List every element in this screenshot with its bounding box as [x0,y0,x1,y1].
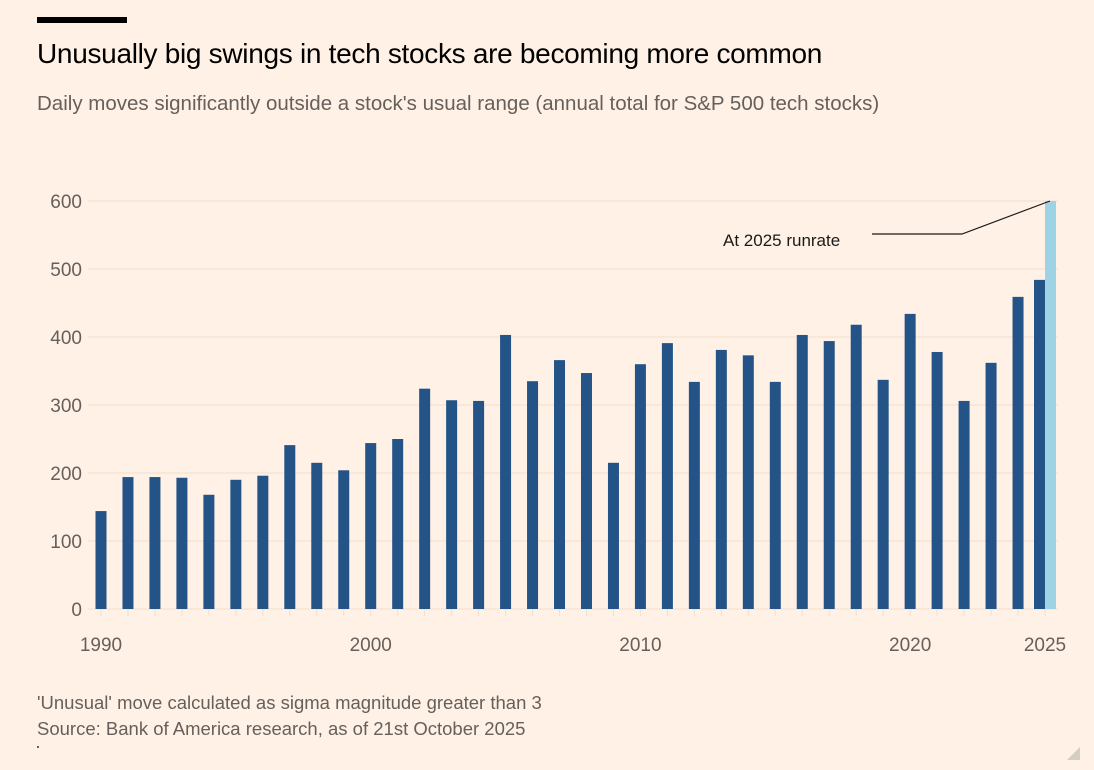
bar-chart: 0 100 200 300 400 500 600 1990 2000 2010 2020 2025… [50,192,1066,656]
bar-1998 [311,462,323,609]
bar-1996 [257,475,269,609]
bars [95,201,1056,609]
bar-2007 [554,360,566,609]
bar-2004 [473,400,485,609]
bar-2025 [1034,279,1045,609]
y-tick-label: 300 [50,396,82,417]
annotations: At 2025 runrate [723,200,1051,250]
bar-1994 [203,494,215,609]
bar-2023 [985,362,997,609]
bar-2006 [527,381,539,609]
bar-2003 [446,400,458,609]
bar-2001 [392,439,404,609]
bar-1997 [284,445,296,609]
y-tick-label: 200 [50,464,82,485]
bar-2024 [1012,296,1024,609]
bar-1990 [95,511,107,609]
chart-subtitle: Daily moves significantly outside a stoc… [37,92,880,115]
bar-2020 [904,313,916,609]
bar-2017 [823,341,835,609]
header-rule [37,17,127,23]
x-axis-ticks: 1990 2000 2010 2020 2025 [80,609,1066,656]
resize-grip-icon[interactable] [1067,747,1080,760]
y-tick-label: 0 [71,600,82,621]
y-tick-label: 400 [50,328,82,349]
bar-2008 [580,373,592,609]
bar-2021 [931,351,943,609]
bar-2018 [850,324,862,609]
x-tick-label: 2000 [350,635,392,656]
bar-2022 [958,400,970,609]
bar-1992 [149,477,161,609]
bar-2000 [365,443,377,609]
x-tick-label: 2025 [1024,635,1066,656]
footer-dot [37,746,39,748]
footnote: 'Unusual' move calculated as sigma magni… [37,692,542,713]
y-axis-ticks: 0 100 200 300 400 500 600 [50,192,82,621]
bar-2014 [742,355,754,609]
bar-2013 [715,349,727,609]
bar-2016 [796,334,808,609]
bar-1993 [176,477,188,609]
bar-1991 [122,477,134,609]
source-note: Source: Bank of America research, as of … [37,718,526,739]
bar-2009 [607,462,619,609]
bar-2019 [877,379,889,609]
x-tick-label: 2010 [619,635,661,656]
bar-2011 [661,343,673,609]
annotation-leader-line [872,200,1051,235]
gridlines [88,200,1058,610]
x-tick-label: 2020 [889,635,931,656]
bar-2012 [688,381,700,609]
chart-title: Unusually big swings in tech stocks are … [37,38,823,69]
bar-1995 [230,479,242,609]
x-tick-label: 1990 [80,635,122,656]
bar-2002 [419,388,431,609]
bar-runrate-2025 [1045,201,1056,609]
bar-2005 [500,334,512,609]
annotation-label: At 2025 runrate [723,231,840,250]
bar-1999 [338,470,350,609]
y-tick-label: 100 [50,532,82,553]
y-tick-label: 600 [50,192,82,213]
bar-2010 [634,364,646,609]
y-tick-label: 500 [50,260,82,281]
bar-2015 [769,381,781,609]
